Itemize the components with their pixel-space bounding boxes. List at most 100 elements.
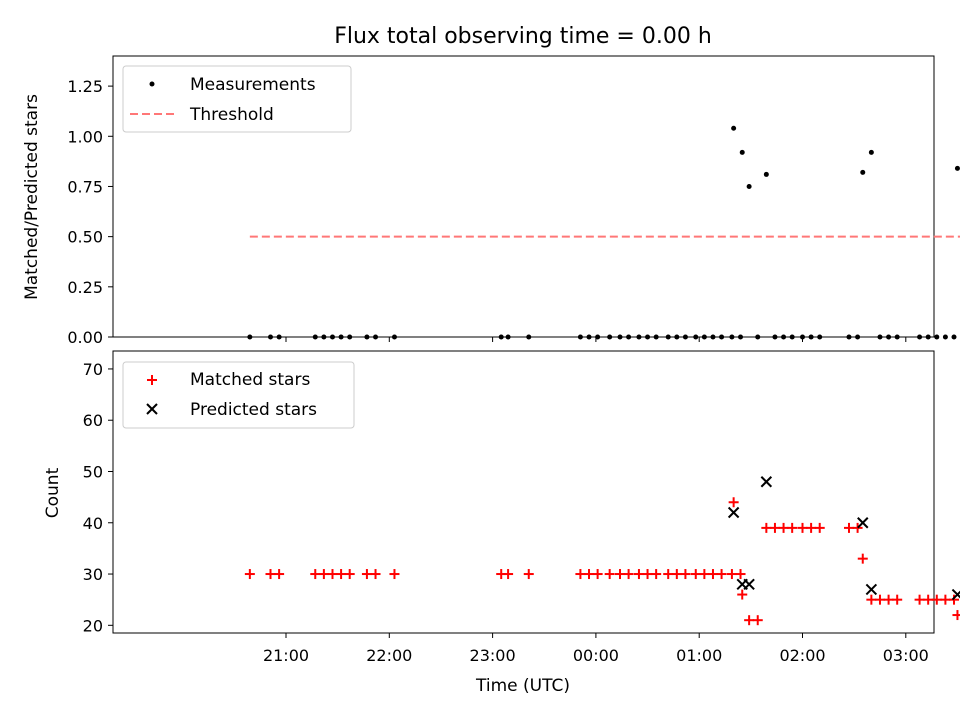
matched-star-point bbox=[244, 569, 255, 580]
matched-star-point bbox=[914, 594, 925, 605]
x-tick-label: 23:00 bbox=[470, 646, 516, 665]
matched-star-point bbox=[344, 569, 355, 580]
measurement-point bbox=[595, 334, 601, 340]
measurement-point bbox=[693, 334, 699, 340]
matched-star-point bbox=[707, 569, 718, 580]
matched-star-point bbox=[728, 497, 739, 508]
predicted-star-point bbox=[857, 517, 869, 529]
measurement-point bbox=[808, 334, 814, 340]
predicted-star-point bbox=[865, 583, 878, 596]
measurement-point bbox=[577, 334, 583, 340]
x-tick-label: 02:00 bbox=[779, 646, 825, 665]
matched-star-point bbox=[389, 569, 400, 580]
matched-star-point bbox=[931, 594, 942, 605]
legend-threshold-label: Threshold bbox=[189, 105, 274, 125]
measurement-point bbox=[817, 334, 823, 340]
top-plot-frame bbox=[112, 55, 935, 338]
matched-star-point bbox=[327, 569, 338, 580]
measurement-point bbox=[954, 165, 960, 171]
measurement-point bbox=[373, 334, 379, 340]
matched-star-point bbox=[892, 594, 903, 605]
matched-star-point bbox=[716, 569, 727, 580]
measurement-point bbox=[855, 334, 861, 340]
x-axis-label: Time (UTC) bbox=[475, 676, 570, 696]
x-tick-label: 00:00 bbox=[573, 646, 619, 665]
legend-matched-label: Matched stars bbox=[190, 370, 310, 390]
matched-star-point bbox=[671, 569, 682, 580]
measurement-point bbox=[846, 334, 852, 340]
measurement-point bbox=[617, 334, 623, 340]
matched-star-point bbox=[883, 594, 894, 605]
measurement-point bbox=[719, 334, 725, 340]
matched-star-point bbox=[744, 615, 755, 626]
matched-star-point bbox=[336, 569, 347, 580]
top-series-marks bbox=[247, 125, 960, 340]
bottom-plot-frame bbox=[112, 350, 935, 634]
bottom-y-tick-label: 40 bbox=[83, 514, 103, 533]
measurement-point bbox=[772, 334, 778, 340]
bottom-legend-box bbox=[122, 361, 355, 429]
matched-star-point bbox=[592, 569, 603, 580]
matched-star-point bbox=[503, 569, 514, 580]
measurement-point bbox=[934, 334, 940, 340]
measurement-point bbox=[586, 334, 592, 340]
measurement-point bbox=[800, 334, 805, 340]
bottom-y-tick-label: 70 bbox=[83, 360, 103, 379]
matched-star-point bbox=[663, 569, 674, 580]
top-y-tick-label: 0.75 bbox=[67, 177, 103, 196]
matched-star-point bbox=[752, 615, 763, 626]
matched-star-point bbox=[843, 522, 854, 533]
measurement-point bbox=[746, 183, 752, 189]
matched-star-point bbox=[584, 569, 595, 580]
matched-star-point bbox=[265, 569, 276, 580]
bottom-series-marks bbox=[244, 476, 960, 626]
matched-star-point bbox=[940, 594, 951, 605]
legend-measurements-label: Measurements bbox=[190, 75, 316, 95]
measurement-point bbox=[665, 334, 671, 340]
bottom-y-tick-label: 30 bbox=[83, 565, 103, 584]
matched-star-point bbox=[806, 522, 817, 533]
bottom-axes: 20 30 40 50 60 70 21:00 22:00 23:00 00:00 01:00 02:… bbox=[83, 360, 929, 665]
top-y-tick-label: 0.00 bbox=[67, 328, 103, 347]
matched-star-point bbox=[852, 522, 863, 533]
matched-star-point bbox=[814, 522, 825, 533]
matched-star-point bbox=[866, 594, 877, 605]
x-tick-label: 21:00 bbox=[263, 646, 309, 665]
measurement-point bbox=[653, 334, 659, 340]
top-y-tick-label: 1.00 bbox=[67, 127, 103, 146]
legend-predicted-marker bbox=[146, 403, 158, 415]
measurement-point bbox=[739, 149, 745, 155]
x-tick-label: 22:00 bbox=[366, 646, 412, 665]
matched-star-point bbox=[778, 522, 789, 533]
matched-star-point bbox=[874, 594, 885, 605]
measurement-point bbox=[391, 334, 397, 340]
matched-star-point bbox=[761, 522, 772, 533]
measurement-point bbox=[268, 334, 274, 340]
matched-star-point bbox=[952, 610, 960, 621]
measurement-point bbox=[645, 334, 651, 340]
matched-star-point bbox=[923, 594, 934, 605]
bottom-y-axis-label: Count bbox=[43, 467, 63, 518]
matched-star-point bbox=[680, 569, 691, 580]
matched-star-point bbox=[699, 569, 710, 580]
measurement-point bbox=[763, 171, 769, 177]
measurement-point bbox=[498, 334, 504, 340]
predicted-star-point bbox=[951, 588, 960, 601]
predicted-star-point bbox=[743, 578, 755, 590]
measurement-point bbox=[247, 334, 253, 340]
matched-star-point bbox=[615, 569, 626, 580]
top-axes: 0.00 0.25 0.50 0.75 1.00 1.25 bbox=[67, 77, 907, 347]
matched-star-point bbox=[623, 569, 634, 580]
matched-star-point bbox=[726, 569, 737, 580]
measurement-point bbox=[626, 334, 632, 340]
measurement-point bbox=[894, 334, 900, 340]
measurement-point bbox=[789, 334, 795, 340]
matched-star-point bbox=[949, 594, 960, 605]
matched-star-point bbox=[787, 522, 798, 533]
measurement-point bbox=[781, 334, 787, 340]
chart-title: Flux total observing time = 0.00 h bbox=[334, 24, 712, 49]
bottom-legend: Matched stars Predicted stars bbox=[122, 361, 355, 429]
matched-star-point bbox=[523, 569, 534, 580]
measurement-point bbox=[682, 334, 688, 340]
